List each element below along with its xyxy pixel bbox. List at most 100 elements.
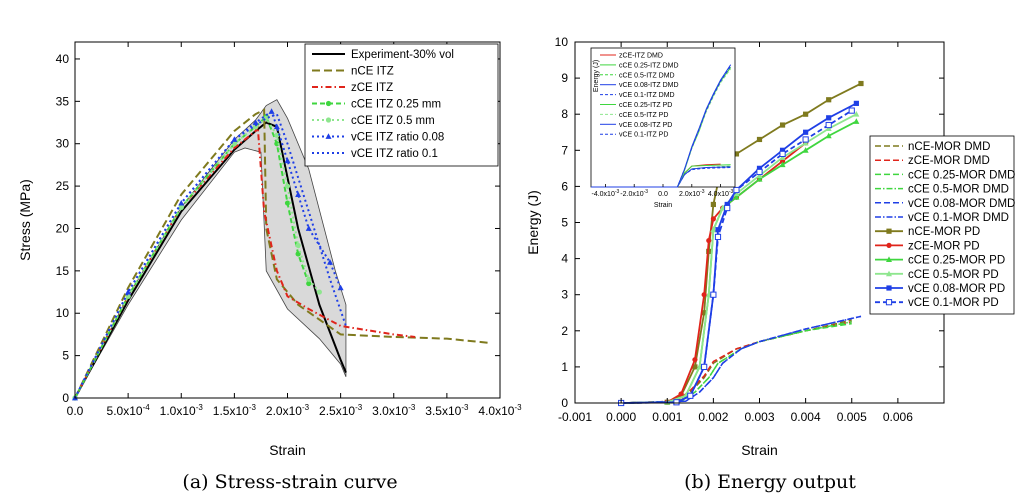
data-point — [252, 119, 259, 125]
y-tick-label: 1 — [561, 360, 568, 374]
legend-marker — [886, 228, 892, 234]
series-6 — [74, 112, 347, 399]
data-point — [756, 165, 763, 171]
legend-item: cCE 0.5-MOR DMD — [875, 184, 1009, 196]
y-tick-label: 30 — [56, 137, 70, 151]
inset-x-tick-label: 0.0 — [658, 191, 668, 198]
data-point — [268, 108, 275, 114]
inset-x-tick-label: 4.0x10-3 — [708, 189, 734, 198]
y-tick-label: 0 — [561, 396, 568, 410]
x-tick-label: 3.0x10-3 — [372, 403, 416, 418]
legend-item: vCE ITZ ratio 0.1 — [312, 148, 438, 160]
y-tick-label: 10 — [555, 35, 569, 49]
data-point — [710, 201, 716, 208]
data-point — [706, 248, 712, 254]
y-tick-label: 6 — [561, 179, 568, 193]
legend-item: cCE 0.25-MOR DMD — [875, 169, 1015, 181]
caption-b: (b) Energy output — [684, 471, 856, 493]
data-point — [692, 357, 698, 363]
legend-item: nCE-MOR PD — [875, 226, 980, 238]
inset-series-line — [591, 65, 732, 188]
series-4 — [621, 315, 862, 404]
legend-label: nCE-MOR PD — [908, 226, 980, 238]
y-tick-label: 25 — [56, 179, 70, 193]
tick-exponent: -3 — [615, 189, 620, 195]
inset-legend: zCE-ITZ DMD cCE 0.25-ITZ DMD cCE 0.5-ITZ D… — [600, 53, 679, 139]
data-point — [284, 200, 291, 206]
data-point — [825, 132, 832, 139]
tick-exponent: -3 — [729, 189, 734, 195]
inset-legend-label: zCE-ITZ DMD — [619, 53, 663, 60]
x-tick-label: 0.005 — [837, 410, 867, 424]
legend-item: cCE 0.25-MOR PD — [875, 255, 1005, 267]
data-point — [826, 115, 832, 121]
data-point — [673, 399, 680, 406]
data-point — [295, 242, 301, 249]
legend-item: vCE 0.1-MOR PD — [875, 297, 999, 309]
inset-legend-label: cCE 0.5-ITZ DMD — [619, 72, 675, 79]
inset-legend-item: vCE 0.1-ITZ PD — [600, 132, 668, 139]
legend-label: cCE 0.5-MOR DMD — [908, 184, 1009, 196]
inset-x-tick-label: 2.0x10-3 — [679, 189, 705, 198]
inset-legend-item: vCE 0.1-ITZ DMD — [600, 92, 675, 99]
tick-exponent: -3 — [644, 189, 649, 195]
data-point — [802, 147, 809, 153]
legend-marker — [325, 133, 332, 139]
data-point — [756, 175, 763, 182]
inset-legend-item: cCE 0.5-ITZ PD — [600, 112, 668, 119]
legend-label: zCE-MOR PD — [908, 240, 980, 252]
x-tick-label: 0.003 — [744, 410, 774, 424]
data-point — [756, 136, 763, 143]
y-tick-label: 15 — [56, 264, 70, 278]
tick-exponent: -3 — [700, 189, 705, 195]
data-point — [337, 284, 344, 291]
tick-exponent: -3 — [302, 403, 310, 412]
inset-legend-label: vCE 0.1-ITZ DMD — [619, 92, 675, 99]
series-line — [74, 112, 347, 399]
tick-exponent: -3 — [249, 403, 257, 412]
legend-label: vCE 0.1-MOR PD — [908, 297, 999, 309]
series-line — [621, 322, 852, 404]
data-point — [284, 157, 291, 164]
x-axis-label: Strain — [269, 442, 306, 458]
data-point — [825, 125, 832, 132]
legend-marker — [885, 299, 893, 306]
data-point — [756, 172, 763, 178]
data-point — [803, 111, 809, 117]
series-line — [621, 315, 862, 404]
data-point — [715, 227, 721, 233]
tick-base: 2.5x10 — [319, 404, 355, 418]
x-tick-label: 2.5x10-3 — [319, 403, 363, 418]
legend-marker — [886, 256, 892, 262]
tick-base: 4.0x10 — [478, 404, 514, 418]
inset-chart: -4.0x10-3 -2.0x10-3 0.0 2.0x10-3 4.0x10-3Str… — [590, 47, 736, 209]
inset-legend-item: zCE-ITZ DMD — [600, 53, 663, 60]
legend-label: vCE 0.1-MOR DMD — [908, 212, 1009, 224]
tick-base: 1.5x10 — [213, 404, 249, 418]
data-point — [779, 161, 786, 168]
data-point — [706, 237, 712, 244]
series-2 — [621, 322, 852, 404]
legend: nCE-MOR DMD zCE-MOR DMD cCE 0.25-MOR DMD cC… — [869, 135, 1015, 315]
series-0 — [621, 319, 852, 404]
legend-label: vCE 0.08-MOR DMD — [908, 198, 1015, 210]
y-tick-label: 3 — [561, 288, 568, 302]
tick-base: -4.0x10 — [591, 191, 614, 198]
x-axis-label: Strain — [741, 442, 778, 458]
tick-exponent: -3 — [196, 403, 204, 412]
legend-marker — [325, 100, 332, 107]
x-tick-label: 0.0 — [67, 404, 84, 418]
y-tick-label: 35 — [56, 94, 70, 108]
y-tick-label: 10 — [56, 306, 70, 320]
legend-item: vCE 0.08-MOR PD — [875, 283, 1005, 295]
legend-marker — [325, 117, 332, 123]
legend-label: cCE 0.5-MOR PD — [908, 269, 999, 281]
data-point — [719, 204, 726, 211]
x-tick-label: 0.004 — [791, 410, 821, 424]
series-1 — [621, 321, 852, 404]
data-point — [305, 225, 312, 231]
y-tick-label: 0 — [62, 391, 69, 405]
data-point — [724, 201, 730, 208]
x-tick-label: 0.006 — [883, 410, 913, 424]
